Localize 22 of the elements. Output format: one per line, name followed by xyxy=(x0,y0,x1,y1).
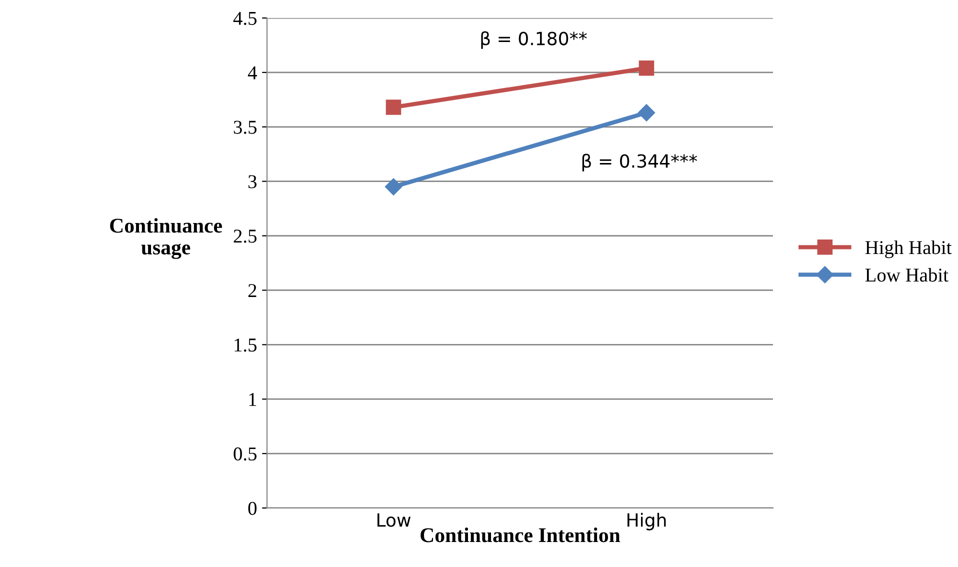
annotation: β = 0.180** xyxy=(481,31,587,49)
x-tick-label: Low xyxy=(377,513,411,527)
y-tick-label: 3.5 xyxy=(234,120,257,134)
y-tick-label: 3 xyxy=(248,175,257,188)
y-tick-label: 4 xyxy=(248,66,257,80)
y-axis-title: Continuance usage xyxy=(110,218,222,259)
y-tick-label: 1.5 xyxy=(234,338,257,352)
legend-label: Low Habit xyxy=(865,268,948,282)
y-tick-label: 0 xyxy=(248,502,257,515)
point xyxy=(386,100,402,115)
x-axis-title: Continuance Intention xyxy=(420,528,620,542)
y-tick-label: 1 xyxy=(249,393,256,406)
y-tick-label: 0.5 xyxy=(234,447,257,461)
y-tick-label: 2.5 xyxy=(234,230,257,243)
annotation: β = 0.344*** xyxy=(582,154,698,172)
legend-label: High Habit xyxy=(865,240,952,258)
y-tick-label: 4.5 xyxy=(233,12,257,26)
point xyxy=(384,178,402,196)
point xyxy=(638,104,656,122)
y-tick-label: 2 xyxy=(248,284,256,297)
point xyxy=(638,60,654,76)
x-tick-label: High xyxy=(628,512,666,530)
